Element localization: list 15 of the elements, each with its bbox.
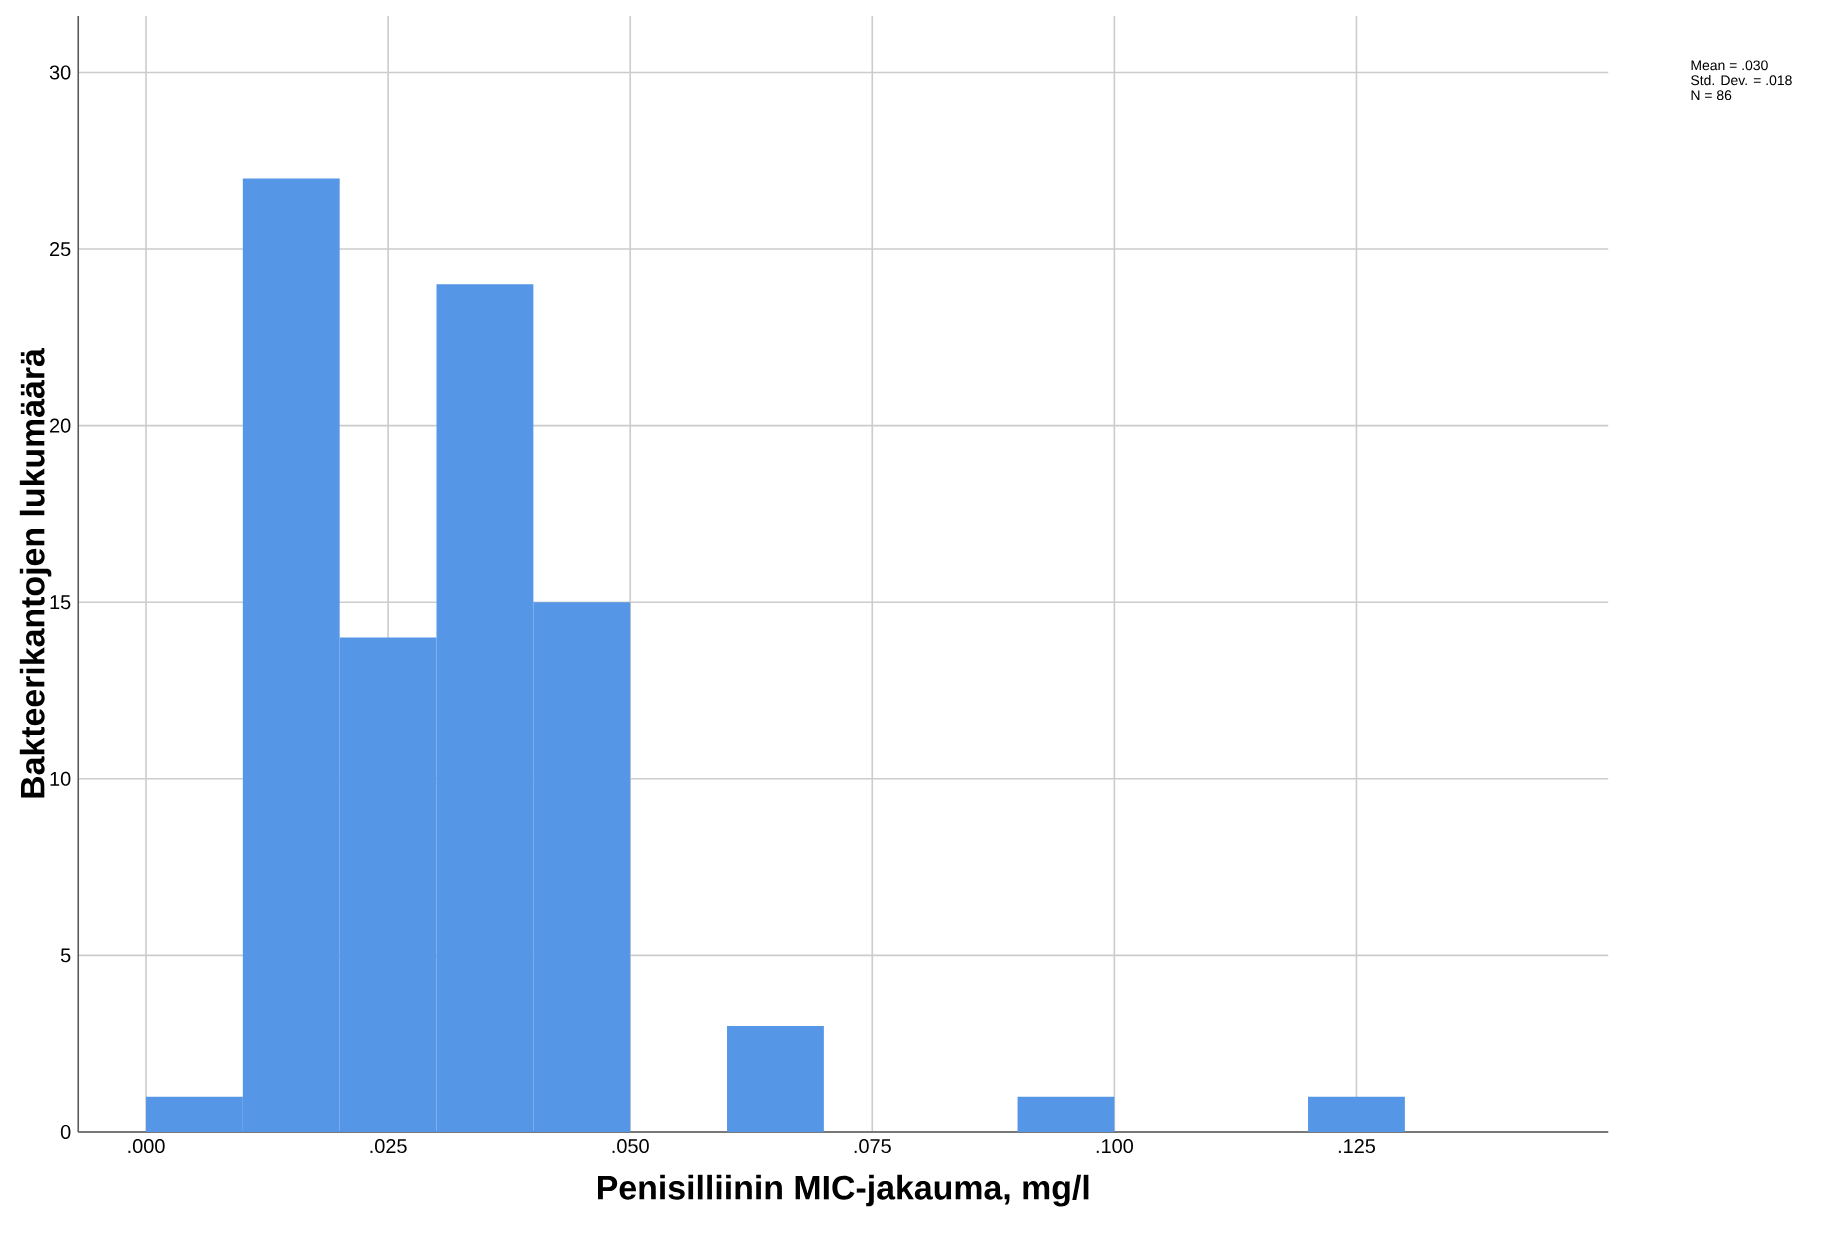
- x-tick-label: .050: [612, 1139, 649, 1154]
- y-tick-label: 5: [60, 948, 71, 963]
- y-tick-label: 0: [60, 1124, 71, 1140]
- y-tick-label: 25: [50, 242, 71, 257]
- x-tick-label: .025: [370, 1139, 407, 1154]
- y-tick-label: 30: [49, 65, 71, 80]
- x-tick-label: .075: [854, 1139, 891, 1154]
- y-tick-label: 10: [50, 771, 71, 786]
- x-tick-label: .100: [1096, 1139, 1133, 1154]
- y-tick-label: 20: [50, 418, 71, 433]
- x-tick-label: .000: [128, 1139, 165, 1154]
- y-axis-title: Bakteerikantojen lukumäärä: [19, 348, 52, 798]
- x-tick-label: .125: [1338, 1139, 1376, 1154]
- y-tick-label: 15: [50, 595, 71, 610]
- x-axis-title: Penisilliinin MIC-jakauma, mg/l: [598, 1174, 1089, 1207]
